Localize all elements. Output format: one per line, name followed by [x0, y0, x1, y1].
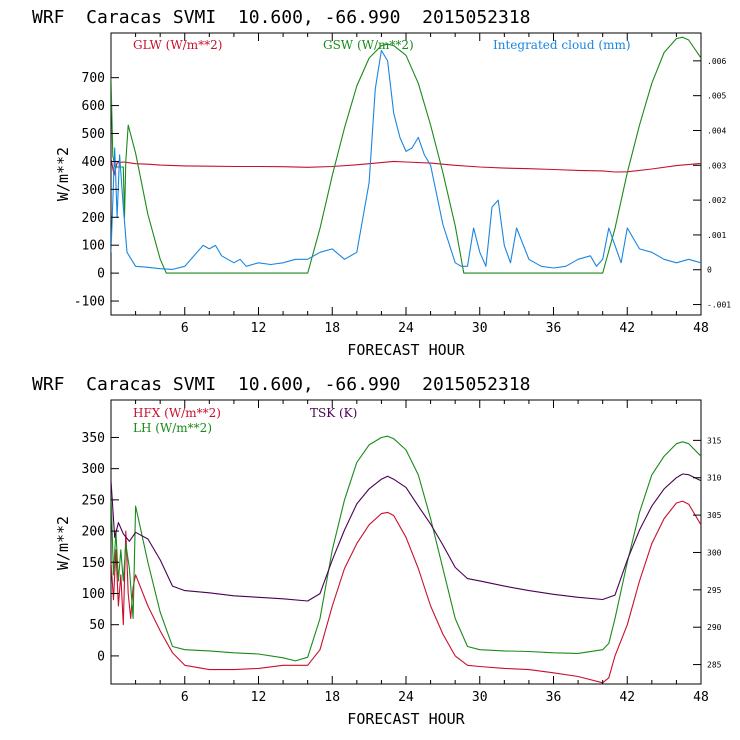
bottom-right-tick-label: 305	[707, 511, 722, 520]
top-y-tick-label: -100	[74, 295, 105, 310]
bottom-y-axis-label: W/m**2	[54, 516, 72, 570]
top-y-tick-label: 600	[82, 99, 105, 114]
top-y-tick-label: 700	[82, 71, 105, 86]
bottom-x-tick-label: 12	[251, 690, 267, 705]
bottom-x-axis-label: FORECAST HOUR	[347, 710, 465, 728]
top-right-tick-label: .006	[707, 57, 726, 66]
top-x-axis-label: FORECAST HOUR	[347, 341, 465, 359]
bottom-x-tick-label: 42	[619, 690, 635, 705]
legend-integrated-cloud: Integrated cloud (mm)	[493, 38, 631, 52]
bottom-y-tick-label: 200	[82, 525, 105, 540]
top-x-tick-label: 36	[546, 321, 562, 336]
top-right-tick-label: .005	[707, 92, 726, 101]
bottom-x-tick-label: 48	[693, 690, 709, 705]
top-right-tick-label: -.001	[707, 301, 731, 310]
bottom-x-tick-label: 30	[472, 690, 488, 705]
top-panel: WRF Caracas SVMI 10.600, -66.990 2015052…	[32, 7, 731, 359]
bottom-right-tick-label: 295	[707, 586, 722, 595]
top-x-tick-label: 24	[398, 321, 414, 336]
bottom-plot-frame	[110, 399, 702, 685]
top-y-tick-label: 500	[82, 127, 105, 142]
top-y-tick-label: 200	[82, 211, 105, 226]
top-x-tick-label: 30	[472, 321, 488, 336]
legend-glw: GLW (W/m**2)	[133, 38, 222, 52]
bottom-right-tick-label: 290	[707, 623, 722, 632]
bottom-y-tick-label: 100	[82, 587, 105, 602]
legend-lh: LH (W/m**2)	[133, 421, 212, 435]
bottom-x-tick-label: 18	[324, 690, 340, 705]
bottom-right-tick-label: 315	[707, 436, 722, 445]
top-panel-title: WRF Caracas SVMI 10.600, -66.990 2015052…	[32, 7, 531, 28]
top-right-tick-label: .004	[707, 126, 726, 135]
bottom-series-lines	[111, 435, 701, 684]
top-series-lines	[111, 36, 701, 274]
top-right-tick-label: .002	[707, 196, 726, 205]
top-axes: 6 12 18 24 30 36 42 48 -100 0 100 200 300 400 500 600 70…	[74, 33, 731, 336]
bottom-y-tick-label: 0	[97, 649, 105, 664]
bottom-x-tick-label: 36	[546, 690, 562, 705]
top-x-tick-label: 18	[324, 321, 340, 336]
top-x-tick-label: 12	[251, 321, 267, 336]
bottom-x-tick-label: 24	[398, 690, 414, 705]
bottom-y-tick-label: 150	[82, 556, 105, 571]
top-x-tick-label: 42	[619, 321, 635, 336]
top-series-gsw	[111, 36, 701, 274]
top-y-tick-label: 300	[82, 183, 105, 198]
bottom-y-tick-label: 300	[82, 462, 105, 477]
bottom-x-tick-label: 6	[181, 690, 189, 705]
bottom-series-tsk	[111, 473, 701, 602]
top-series-glw	[111, 158, 701, 176]
bottom-right-tick-label: 285	[707, 661, 722, 670]
legend-tsk: TSK (K)	[310, 406, 357, 420]
top-y-axis-label: W/m**2	[54, 147, 72, 201]
bottom-y-tick-label: 350	[82, 431, 105, 446]
top-right-tick-label: .001	[707, 231, 726, 240]
bottom-panel-title: WRF Caracas SVMI 10.600, -66.990 2015052…	[32, 374, 531, 395]
bottom-series-lh	[111, 435, 701, 662]
top-right-tick-label: 0	[707, 266, 712, 275]
legend-gsw: GSW (W/m**2)	[323, 38, 414, 52]
bottom-series-hfx	[111, 500, 701, 684]
bottom-y-tick-label: 50	[89, 618, 105, 633]
top-x-tick-label: 48	[693, 321, 709, 336]
bottom-right-tick-label: 310	[707, 474, 722, 483]
legend-hfx: HFX (W/m**2)	[133, 406, 221, 420]
top-y-tick-label: 400	[82, 155, 105, 170]
top-right-tick-label: .003	[707, 161, 726, 170]
top-y-tick-label: 0	[97, 267, 105, 282]
bottom-y-tick-label: 250	[82, 493, 105, 508]
bottom-panel: WRF Caracas SVMI 10.600, -66.990 2015052…	[32, 374, 722, 728]
top-x-tick-label: 6	[181, 321, 189, 336]
top-y-tick-label: 100	[82, 239, 105, 254]
bottom-right-tick-label: 300	[707, 548, 722, 557]
bottom-axes: 6 12 18 24 30 36 42 48 0 50 100 150 200 250 300 350 315 3…	[82, 400, 722, 705]
top-series-integrated-cloud	[111, 49, 701, 270]
